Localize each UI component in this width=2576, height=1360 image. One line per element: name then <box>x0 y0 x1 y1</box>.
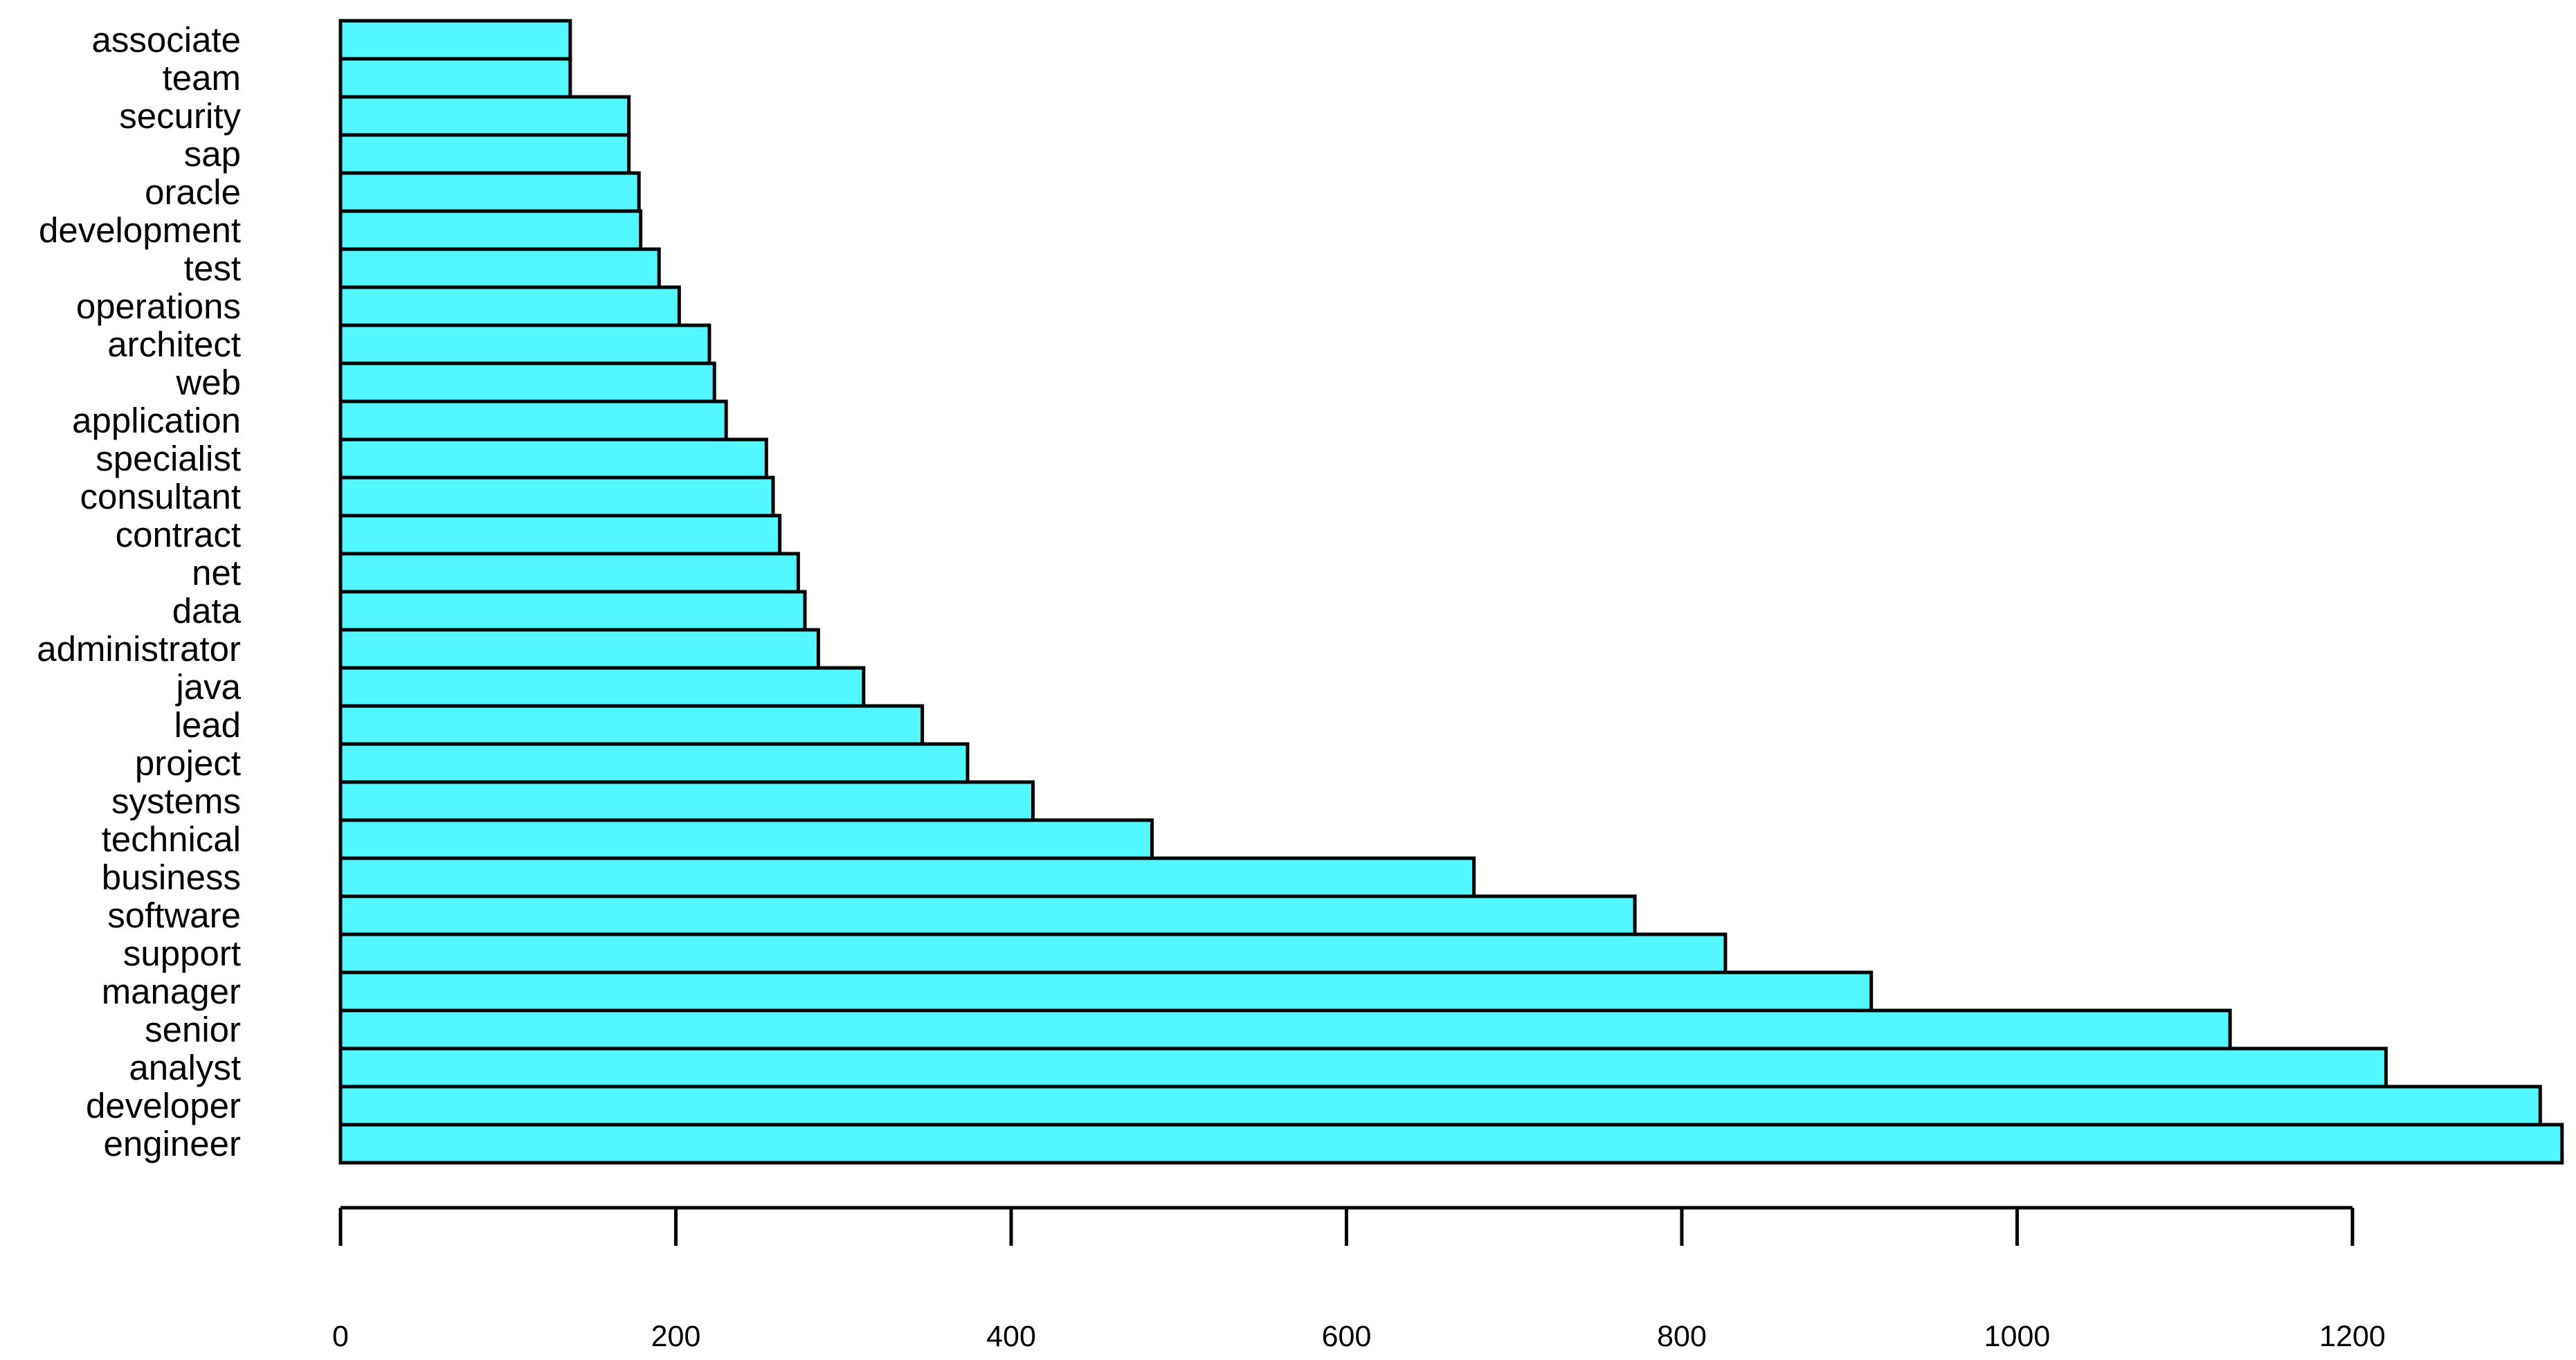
category-label-oracle: oracle <box>145 172 241 212</box>
x-tick-label-1200: 1200 <box>2319 1320 2386 1353</box>
bars-layer <box>338 19 2564 1165</box>
x-tick-label-200: 200 <box>651 1320 701 1353</box>
category-label-administrator: administrator <box>37 629 241 669</box>
category-label-net: net <box>192 553 241 592</box>
bar-software <box>338 894 1637 936</box>
bar-web <box>338 361 716 404</box>
category-label-consultant: consultant <box>80 477 242 516</box>
bar-project <box>338 742 970 784</box>
bar-architect <box>338 323 711 365</box>
bar-manager <box>338 970 1874 1013</box>
category-label-manager: manager <box>102 972 241 1011</box>
category-label-engineer: engineer <box>104 1124 242 1163</box>
category-label-team: team <box>163 58 241 98</box>
category-label-systems: systems <box>111 781 241 821</box>
bar-engineer <box>338 1123 2564 1165</box>
bar-consultant <box>338 475 775 518</box>
x-tick-label-800: 800 <box>1657 1320 1707 1353</box>
bar-application <box>338 399 728 442</box>
bar-associate <box>338 19 572 61</box>
x-tick-label-400: 400 <box>986 1320 1036 1353</box>
bar-senior <box>338 1008 2232 1051</box>
category-label-operations: operations <box>76 287 241 326</box>
bar-oracle <box>338 171 641 213</box>
category-label-test: test <box>184 248 241 288</box>
bar-lead <box>338 704 925 746</box>
bar-administrator <box>338 628 820 670</box>
bar-net <box>338 552 800 594</box>
bar-security <box>338 95 631 137</box>
category-labels-layer: engineerdeveloperanalystseniormanagersup… <box>37 20 241 1163</box>
bar-developer <box>338 1085 2542 1127</box>
category-label-development: development <box>39 210 241 250</box>
category-label-sap: sap <box>184 134 241 174</box>
bar-data <box>338 590 807 632</box>
category-label-senior: senior <box>145 1010 241 1049</box>
bar-team <box>338 57 572 99</box>
bar-operations <box>338 285 681 327</box>
category-label-associate: associate <box>92 20 241 60</box>
category-label-technical: technical <box>102 819 241 859</box>
bar-sap <box>338 133 631 175</box>
bar-business <box>338 856 1476 898</box>
bar-contract <box>338 514 782 556</box>
x-tick-label-0: 0 <box>332 1320 349 1353</box>
bar-development <box>338 209 643 251</box>
category-label-security: security <box>119 96 241 136</box>
category-label-support: support <box>123 934 241 973</box>
category-label-web: web <box>175 363 241 402</box>
category-label-data: data <box>172 591 242 631</box>
bar-test <box>338 247 661 289</box>
category-label-java: java <box>174 667 241 707</box>
category-label-software: software <box>107 896 241 935</box>
bar-technical <box>338 818 1154 860</box>
category-label-project: project <box>135 743 241 783</box>
category-label-analyst: analyst <box>129 1048 241 1087</box>
category-label-business: business <box>102 858 241 897</box>
bar-java <box>338 666 866 708</box>
bar-specialist <box>338 437 768 480</box>
category-label-developer: developer <box>86 1086 241 1125</box>
x-tick-label-600: 600 <box>1322 1320 1372 1353</box>
category-label-application: application <box>72 401 241 440</box>
category-label-specialist: specialist <box>96 439 241 478</box>
category-label-architect: architect <box>107 325 241 364</box>
x-tick-label-1000: 1000 <box>1984 1320 2051 1353</box>
bar-analyst <box>338 1046 2388 1089</box>
category-label-contract: contract <box>116 515 241 554</box>
x-axis: 0 200 400 600 800 1000 1200 <box>332 1206 2386 1353</box>
category-label-lead: lead <box>174 705 241 745</box>
bar-support <box>338 932 1727 974</box>
bar-systems <box>338 780 1035 822</box>
